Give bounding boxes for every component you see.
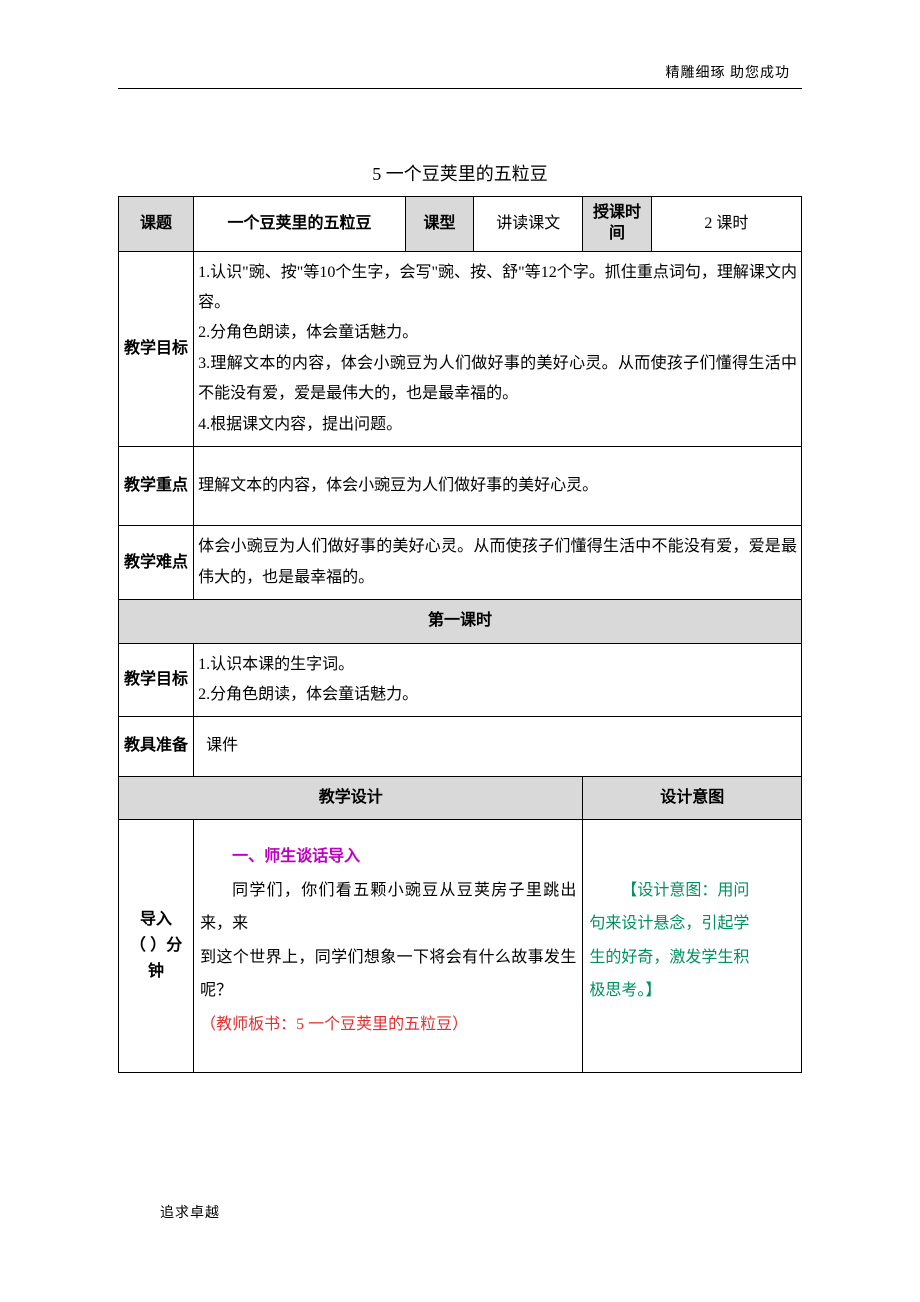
intro-body-line: 到这个世界上，同学们想象一下将会有什么故事发生呢？ <box>200 941 576 1008</box>
cell-goals2-label: 教学目标 <box>119 643 194 717</box>
section-title: 第一课时 <box>119 600 802 643</box>
design-header-row: 教学设计 设计意图 <box>119 776 802 819</box>
goal-line: 4.根据课文内容，提出问题。 <box>198 410 797 440</box>
intent-line: 句来设计悬念，引起学 <box>589 907 795 941</box>
cell-time-label: 授课时间 <box>583 197 651 252</box>
intro-heading: 一、师生谈话导入 <box>200 840 576 874</box>
cell-intro-content: 一、师生谈话导入 同学们，你们看五颗小豌豆从豆荚房子里跳出来，来 到这个世界上，… <box>194 820 583 1073</box>
intro-label-line: 导入 <box>123 907 189 933</box>
design-right-header: 设计意图 <box>583 776 802 819</box>
cell-type-label: 课型 <box>405 197 473 252</box>
cell-topic-value: 一个豆荚里的五粒豆 <box>194 197 406 252</box>
intent-line: 【设计意图：用问 <box>589 874 795 908</box>
header-slogan: 精雕细琢 助您成功 <box>666 62 791 82</box>
section-header-row: 第一课时 <box>119 600 802 643</box>
footer-slogan: 追求卓越 <box>160 1202 220 1222</box>
intro-body-line: 同学们，你们看五颗小豌豆从豆荚房子里跳出来，来 <box>200 874 576 941</box>
header-rule <box>118 88 802 89</box>
cell-focus-label: 教学重点 <box>119 446 194 525</box>
goal-line: 3.理解文本的内容，体会小豌豆为人们做好事的美好心灵。从而使孩子们懂得生活中不能… <box>198 349 797 410</box>
intro-label-line: （ ）分 <box>123 933 189 959</box>
document-title: 5 一个豆荚里的五粒豆 <box>118 160 802 186</box>
cell-topic-label: 课题 <box>119 197 194 252</box>
table-row: 教学难点 体会小豌豆为人们做好事的美好心灵。从而使孩子们懂得生活中不能没有爱，爱… <box>119 526 802 600</box>
table-row: 导入 （ ）分 钟 一、师生谈话导入 同学们，你们看五颗小豌豆从豆荚房子里跳出来… <box>119 820 802 1073</box>
cell-goals2-content: 1.认识本课的生字词。 2.分角色朗读，体会童话魅力。 <box>194 643 802 717</box>
table-row: 教具准备 课件 <box>119 717 802 776</box>
cell-type-value: 讲读课文 <box>474 197 583 252</box>
goal-line: 2.分角色朗读，体会童话魅力。 <box>198 318 797 348</box>
goal-line: 1.认识本课的生字词。 <box>198 650 797 680</box>
cell-difficulty-content: 体会小豌豆为人们做好事的美好心灵。从而使孩子们懂得生活中不能没有爱，爱是最伟大的… <box>194 526 802 600</box>
intro-board-note: （教师板书：5 一个豆荚里的五粒豆） <box>200 1008 576 1042</box>
intent-line: 生的好奇，激发学生积 <box>589 941 795 975</box>
cell-time-value: 2 课时 <box>651 197 801 252</box>
goal-line: 2.分角色朗读，体会童话魅力。 <box>198 680 797 710</box>
cell-intro-label: 导入 （ ）分 钟 <box>119 820 194 1073</box>
intent-line: 极思考。】 <box>589 974 795 1008</box>
goal-line: 1.认识"豌、按"等10个生字，会写"豌、按、舒"等12个字。抓住重点词句，理解… <box>198 258 797 319</box>
table-row: 课题 一个豆荚里的五粒豆 课型 讲读课文 授课时间 2 课时 <box>119 197 802 252</box>
cell-intent-content: 【设计意图：用问 句来设计悬念，引起学 生的好奇，激发学生积 极思考。】 <box>583 820 802 1073</box>
lesson-plan-table: 课题 一个豆荚里的五粒豆 课型 讲读课文 授课时间 2 课时 教学目标 1.认识… <box>118 196 802 1073</box>
design-left-header: 教学设计 <box>119 776 583 819</box>
table-row: 教学目标 1.认识"豌、按"等10个生字，会写"豌、按、舒"等12个字。抓住重点… <box>119 251 802 446</box>
table-row: 教学重点 理解文本的内容，体会小豌豆为人们做好事的美好心灵。 <box>119 446 802 525</box>
intro-label-line: 钟 <box>123 959 189 985</box>
cell-goals-content: 1.认识"豌、按"等10个生字，会写"豌、按、舒"等12个字。抓住重点词句，理解… <box>194 251 802 446</box>
cell-focus-content: 理解文本的内容，体会小豌豆为人们做好事的美好心灵。 <box>194 446 802 525</box>
cell-tools-label: 教具准备 <box>119 717 194 776</box>
cell-goals-label: 教学目标 <box>119 251 194 446</box>
cell-difficulty-label: 教学难点 <box>119 526 194 600</box>
table-row: 教学目标 1.认识本课的生字词。 2.分角色朗读，体会童话魅力。 <box>119 643 802 717</box>
cell-tools-content: 课件 <box>194 717 802 776</box>
